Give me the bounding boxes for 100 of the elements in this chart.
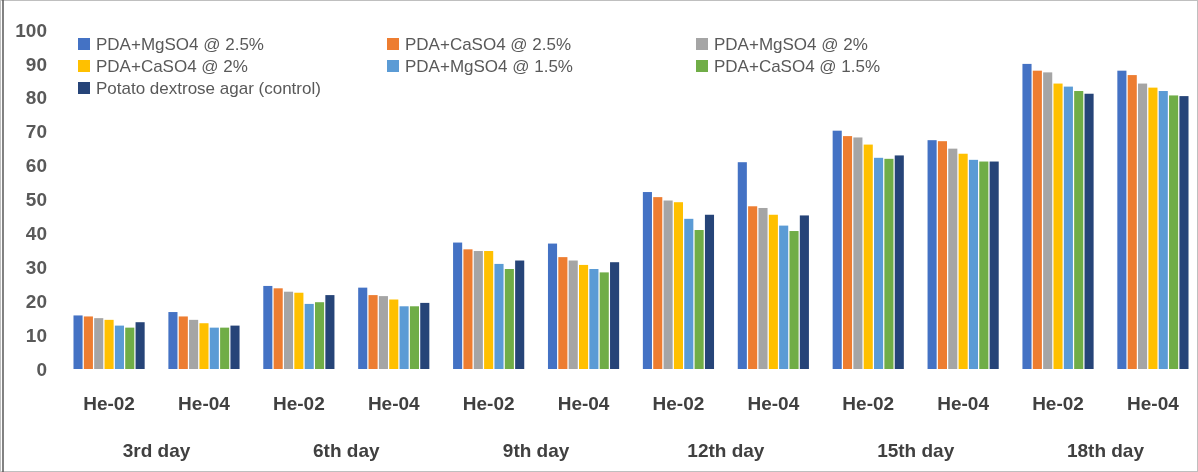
text: 9th day — [502, 440, 570, 461]
bar — [94, 318, 104, 369]
legend-label: PDA+CaSO4 @ 2.5% — [405, 34, 572, 54]
bar — [399, 306, 409, 369]
bar — [1117, 70, 1127, 369]
bar — [884, 158, 894, 369]
bar — [209, 327, 219, 369]
bar — [515, 260, 525, 369]
bar — [294, 292, 304, 369]
bar — [114, 325, 124, 369]
bar — [694, 230, 704, 369]
bar — [125, 327, 135, 369]
bar — [1022, 63, 1032, 369]
x-tick-label: He-04 — [178, 393, 231, 414]
y-tick-label: 60 — [25, 155, 47, 177]
bar — [199, 323, 209, 369]
bar — [653, 197, 663, 369]
x-tick-label: He-02 — [462, 393, 515, 414]
bar — [937, 141, 947, 369]
legend-label: Potato dextrose agar (control) — [96, 78, 321, 98]
bar — [409, 306, 419, 369]
bar — [1063, 86, 1073, 369]
bar — [779, 225, 789, 369]
bar — [1169, 95, 1179, 369]
bar — [368, 295, 378, 369]
y-tick-label: 70 — [25, 121, 47, 143]
bar — [83, 316, 93, 369]
legend-label: PDA+MgSO4 @ 2.5% — [96, 34, 264, 54]
bar — [673, 202, 683, 369]
bar — [453, 242, 463, 369]
bar — [283, 291, 294, 369]
bar — [263, 285, 273, 369]
y-tick-label: 40 — [25, 223, 47, 245]
bar — [1074, 91, 1084, 369]
bar — [684, 218, 694, 369]
bar — [642, 192, 652, 369]
bar — [748, 206, 758, 369]
bar — [1148, 87, 1158, 369]
bar — [1053, 83, 1063, 369]
bar — [758, 207, 768, 369]
bar — [315, 302, 325, 369]
legend-label: PDA+CaSO4 @ 1.5% — [714, 56, 881, 76]
bar — [558, 257, 568, 369]
text: 15th day — [877, 440, 955, 461]
x-tick-label: He-02 — [652, 393, 705, 414]
y-tick-label: 80 — [25, 87, 47, 109]
y-tick-label: 10 — [25, 324, 47, 346]
y-tick-label: 50 — [25, 189, 47, 211]
bar — [968, 159, 979, 369]
y-tick-label: 90 — [25, 53, 47, 75]
bar — [389, 299, 399, 369]
bar — [789, 231, 799, 369]
y-tick-label: 100 — [15, 19, 47, 41]
bar — [1084, 93, 1094, 369]
bar — [220, 327, 230, 369]
bar — [1032, 70, 1042, 369]
text: 6th day — [313, 440, 380, 461]
bar — [599, 272, 609, 369]
text: 18th day — [1066, 440, 1145, 461]
x-tick-label: He-04 — [557, 393, 610, 414]
x-tick-label: He-04 — [937, 393, 990, 414]
bar — [610, 262, 620, 369]
bar — [358, 287, 368, 369]
bar — [579, 264, 589, 369]
bar — [547, 243, 558, 369]
y-tick-label: 30 — [25, 256, 47, 278]
x-tick-label: He-04 — [1127, 393, 1180, 414]
x-tick-label: He-04 — [367, 393, 421, 414]
bar — [178, 316, 188, 369]
bar — [958, 153, 968, 369]
bar — [927, 140, 937, 369]
bar — [768, 214, 778, 369]
bar — [1043, 72, 1053, 369]
text: 12th day — [687, 440, 765, 461]
legend-label: PDA+CaSO4 @ 2% — [96, 56, 248, 76]
bar — [979, 161, 989, 369]
bar — [663, 200, 673, 369]
legend-label: PDA+MgSO4 @ 1.5% — [405, 56, 573, 76]
bar — [378, 296, 388, 369]
bar — [737, 162, 747, 369]
bar — [1138, 83, 1148, 369]
x-tick-label: He-02 — [1032, 393, 1084, 414]
bar — [494, 263, 504, 369]
x-tick-label: He-02 — [83, 393, 135, 414]
bar — [894, 155, 904, 369]
bar — [473, 251, 483, 369]
bar — [504, 269, 514, 369]
bar — [230, 325, 240, 369]
bar — [73, 315, 83, 369]
bar — [189, 319, 199, 369]
bar — [568, 260, 578, 369]
bar — [463, 249, 473, 369]
bar — [832, 130, 842, 369]
bar — [484, 251, 494, 369]
bar — [843, 136, 853, 369]
bar — [863, 144, 873, 369]
bar — [948, 148, 958, 369]
bar — [989, 161, 999, 369]
x-tick-label: He-02 — [842, 393, 895, 414]
y-tick-label: 20 — [25, 290, 47, 312]
